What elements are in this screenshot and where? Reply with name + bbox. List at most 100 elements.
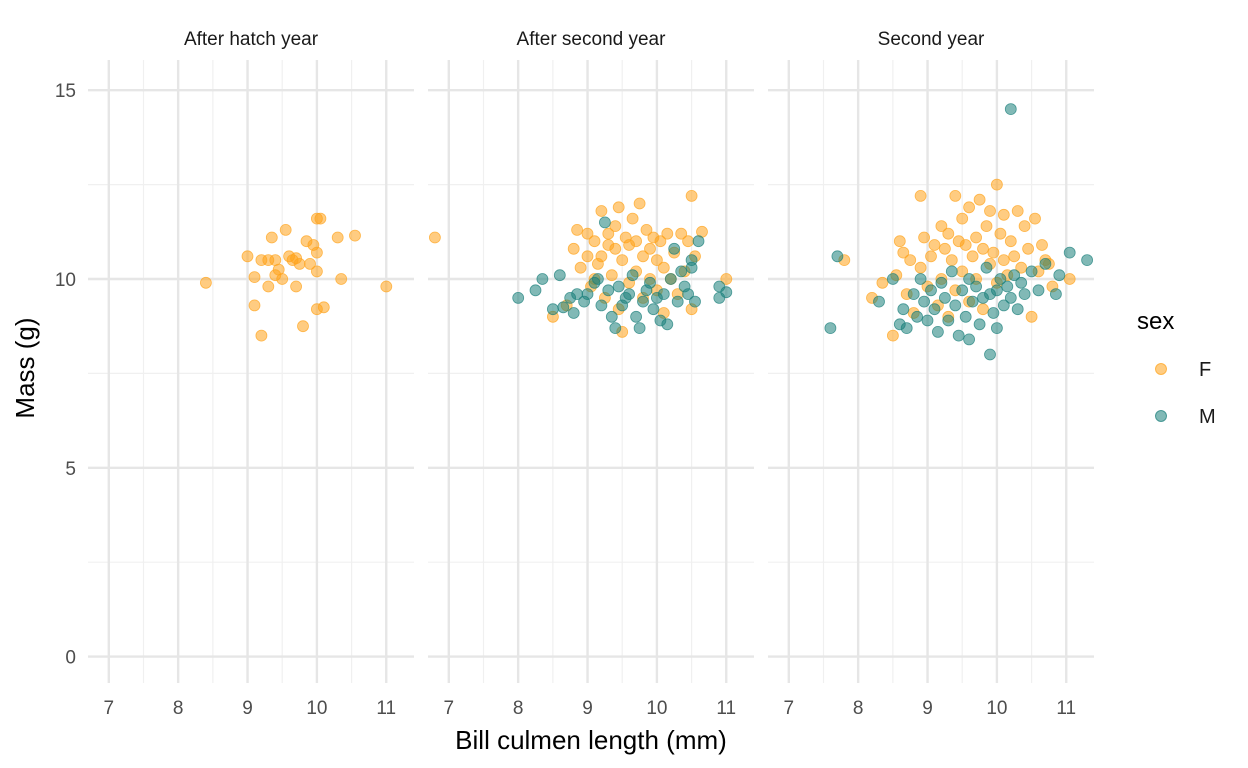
data-point [581,288,594,301]
data-point [689,295,701,308]
data-point [831,250,844,263]
data-point [335,273,348,285]
data-point [887,329,899,342]
data-point [595,250,608,263]
data-point [654,235,667,248]
data-point [963,273,975,285]
series-f [838,178,1076,342]
data-point [1025,310,1038,323]
panels [88,60,1094,683]
data-point [671,295,684,308]
x-tick-label: 10 [306,698,327,719]
data-point [595,299,608,312]
data-point [651,254,663,267]
data-point [1008,250,1021,263]
data-point [1039,257,1052,270]
data-point [970,231,982,244]
data-point [675,227,688,240]
data-point [682,235,694,248]
data-point [595,205,608,217]
data-point [987,246,1000,259]
data-point [991,178,1003,191]
y-tick-label: 5 [65,459,76,480]
data-point [685,261,698,274]
data-point [279,223,292,236]
data-point [692,235,705,248]
x-tick-label: 8 [513,698,524,719]
data-point [640,223,653,236]
data-point [720,273,733,285]
data-point [428,231,441,244]
data-point [293,257,306,270]
data-point [331,231,344,244]
data-point [1001,280,1014,293]
data-point [991,322,1003,335]
data-point [1081,254,1093,267]
data-point [1004,291,1017,304]
x-tick-label: 9 [582,698,593,719]
data-point [1011,303,1024,316]
data-point [255,329,268,342]
data-point [824,322,837,335]
series-f [428,189,733,338]
data-point [529,284,542,297]
strip-title-after-hatch-year: After hatch year [184,29,319,50]
data-point [876,276,889,289]
legend-key-m [1155,410,1167,422]
data-point [317,301,330,314]
data-point [1050,288,1062,301]
data-point [914,261,927,274]
data-point [1063,273,1076,285]
data-point [623,288,635,301]
data-point [512,291,525,304]
data-point [1022,242,1034,255]
data-point [567,242,580,255]
data-point [956,284,969,297]
y-axis-title: Mass (g) [10,317,40,418]
data-point [657,288,670,301]
y-tick-label: 15 [55,81,76,102]
data-point [959,239,972,251]
legend-label-f: F [1199,359,1211,381]
data-point [637,295,649,308]
data-point [605,310,618,323]
data-point [991,284,1003,297]
data-point [1004,103,1017,115]
data-point [314,212,327,225]
data-point [644,276,656,289]
strip-title-after-second-year: After second year [517,29,667,50]
data-point [904,254,917,267]
data-point [914,273,927,285]
data-point [297,320,309,333]
data-point [592,273,604,285]
data-point [1015,276,1028,289]
data-point [557,301,570,314]
data-point [1011,205,1024,217]
data-point [547,303,559,316]
data-point [633,322,646,335]
data-point [682,288,694,301]
data-point [980,261,993,274]
data-point [675,265,688,278]
data-point [304,257,316,270]
data-point [602,284,615,297]
data-point [997,208,1010,221]
data-point [599,216,611,229]
data-point [668,242,681,255]
x-tick-label: 9 [242,698,253,719]
data-point [997,254,1010,267]
data-point [657,261,670,274]
data-point [637,250,649,263]
data-point [907,288,920,301]
data-point [626,212,639,225]
data-point [1036,239,1048,251]
y-tick-label: 0 [65,648,76,669]
data-point [873,295,885,308]
data-point [571,223,583,236]
y-axis-ticks: 0 5 10 15 [55,81,76,668]
data-point [685,189,698,202]
data-point [567,307,580,319]
data-point [647,303,660,316]
data-point [630,310,642,323]
